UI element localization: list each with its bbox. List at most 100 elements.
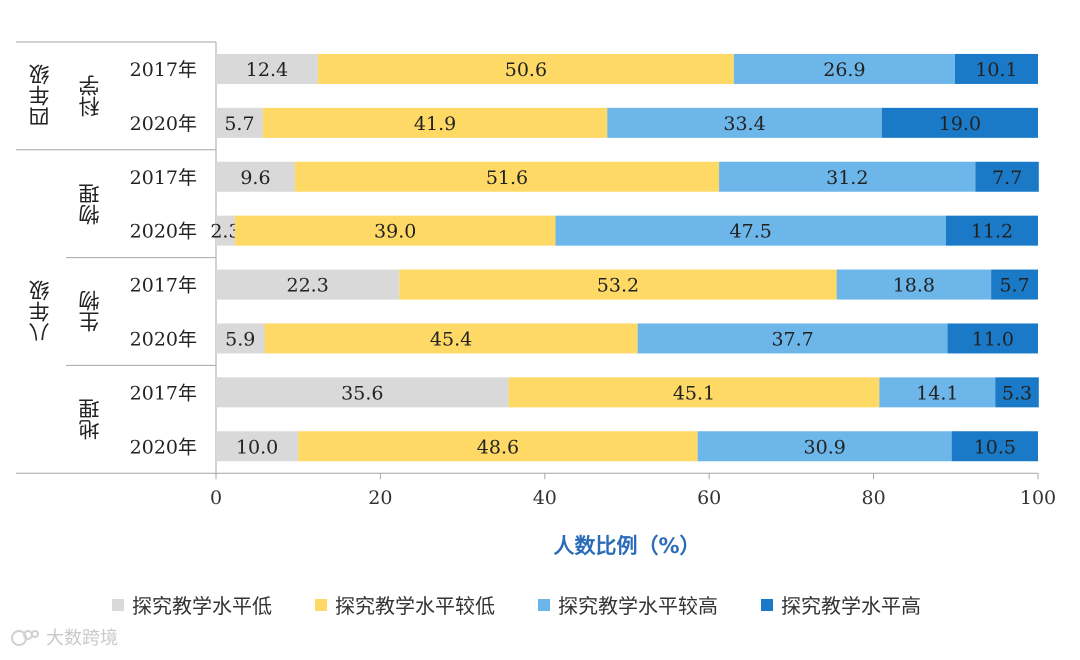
year-label: 2020年 [130, 328, 197, 350]
x-tick-label: 20 [368, 487, 392, 509]
x-tick-label: 100 [1020, 487, 1056, 509]
bar-segment [954, 53, 1038, 84]
bar-value-label: 41.9 [414, 113, 456, 135]
bar-value-label: 14.1 [916, 382, 958, 404]
year-label: 2020年 [130, 113, 197, 135]
x-tick-label: 80 [862, 487, 886, 509]
bar-value-label: 5.7 [224, 113, 254, 135]
bar-segment [879, 377, 996, 408]
bar-segment [264, 323, 638, 354]
bar-value-label: 48.6 [477, 436, 519, 458]
bar-value-label: 51.6 [486, 167, 528, 189]
bar-segment [733, 53, 955, 84]
bar-segment [216, 161, 295, 192]
legend-swatch-higher [538, 598, 550, 611]
bar-value-label: 19.0 [939, 113, 981, 135]
bar-value-label: 10.1 [975, 59, 1017, 81]
bar-value-label: 7.7 [992, 167, 1022, 189]
legend-swatch-high [761, 598, 773, 611]
bar-segment [945, 215, 1038, 246]
legend-item-low: 探究教学水平低 [112, 590, 272, 619]
legend-swatch-low [112, 598, 124, 611]
bar-value-label: 10.5 [974, 436, 1016, 458]
bar-segment [234, 215, 556, 246]
bar-segment [216, 215, 235, 246]
bar-value-label: 22.3 [286, 275, 328, 297]
x-tick-label: 60 [697, 487, 721, 509]
watermark-logo-icon [11, 630, 39, 646]
bar-segment [317, 53, 734, 84]
bar-value-label: 18.8 [893, 275, 935, 297]
legend-label-lower: 探究教学水平较低 [335, 594, 495, 618]
bar-value-label: 45.4 [430, 328, 472, 350]
legend: 探究教学水平低 探究教学水平较低 探究教学水平较高 探究教学水平高 [112, 590, 964, 619]
bar-segment [216, 323, 265, 354]
bar-segment [294, 161, 720, 192]
bar-value-label: 31.2 [826, 167, 868, 189]
bar-segment [995, 377, 1039, 408]
grade-label-grade8: 八年级 [27, 280, 52, 343]
bar-segment [298, 431, 698, 462]
bar-segment [607, 107, 882, 138]
bar-value-label: 5.7 [999, 275, 1029, 297]
bar-segment [719, 161, 976, 192]
bar-value-label: 53.2 [597, 275, 639, 297]
bar-value-label: 37.7 [771, 328, 813, 350]
bar-value-label: 39.0 [374, 221, 416, 243]
bar-segment [508, 377, 880, 408]
year-label: 2020年 [130, 221, 197, 243]
bar-segment [555, 215, 946, 246]
bar-value-label: 45.1 [673, 382, 715, 404]
bar-segment [399, 269, 837, 300]
x-tick-label: 0 [210, 487, 222, 509]
year-label: 2017年 [130, 59, 197, 81]
bar-value-label: 11.0 [972, 328, 1014, 350]
x-tick-label: 40 [533, 487, 557, 509]
subject-label-biology: 生物 [77, 290, 102, 333]
x-axis-title: 人数比例（%） [553, 534, 700, 558]
bar-segment [216, 107, 263, 138]
legend-label-high: 探究教学水平高 [781, 594, 921, 618]
bar-value-label: 33.4 [723, 113, 765, 135]
year-label: 2017年 [130, 382, 197, 404]
subject-label-geography: 地理 [77, 398, 102, 440]
bar-segment [216, 431, 299, 462]
bar-value-label: 5.9 [225, 328, 255, 350]
bar-value-label: 10.0 [236, 436, 278, 458]
bar-value-label: 26.9 [823, 59, 865, 81]
bar-segment [975, 161, 1039, 192]
bar-segment [262, 107, 608, 138]
legend-swatch-lower [315, 598, 327, 611]
bar-segment [216, 269, 400, 300]
legend-item-higher: 探究教学水平较高 [538, 590, 718, 619]
year-label: 2017年 [130, 167, 197, 189]
year-label: 2017年 [130, 275, 197, 297]
bar-segment [836, 269, 992, 300]
watermark-text: 大数跨境 [46, 628, 118, 649]
subject-label-physics: 物理 [77, 183, 102, 225]
bar-value-label: 12.4 [246, 59, 288, 81]
bar-value-label: 30.9 [804, 436, 846, 458]
bar-segment [991, 269, 1038, 300]
bar-segment [697, 431, 952, 462]
bar-value-label: 35.6 [341, 382, 383, 404]
bar-segment [216, 53, 318, 84]
bar-value-label: 50.6 [505, 59, 547, 81]
legend-item-high: 探究教学水平高 [761, 590, 921, 619]
bar-value-label: 11.2 [971, 221, 1013, 243]
bar-segment [881, 107, 1038, 138]
bar-value-label: 5.3 [1002, 382, 1032, 404]
watermark: 大数跨境 [10, 624, 118, 650]
bar-segment [637, 323, 948, 354]
year-label: 2020年 [130, 436, 197, 458]
bar-value-label: 9.6 [240, 167, 270, 189]
bar-value-label: 47.5 [730, 221, 772, 243]
bar-segment [216, 377, 509, 408]
bar-segment [951, 431, 1038, 462]
legend-label-higher: 探究教学水平较高 [558, 594, 718, 618]
legend-item-lower: 探究教学水平较低 [315, 590, 495, 619]
grade-label-grade4: 四年级 [27, 64, 52, 128]
bar-segment [947, 323, 1038, 354]
subject-label-science: 科学 [77, 75, 102, 117]
